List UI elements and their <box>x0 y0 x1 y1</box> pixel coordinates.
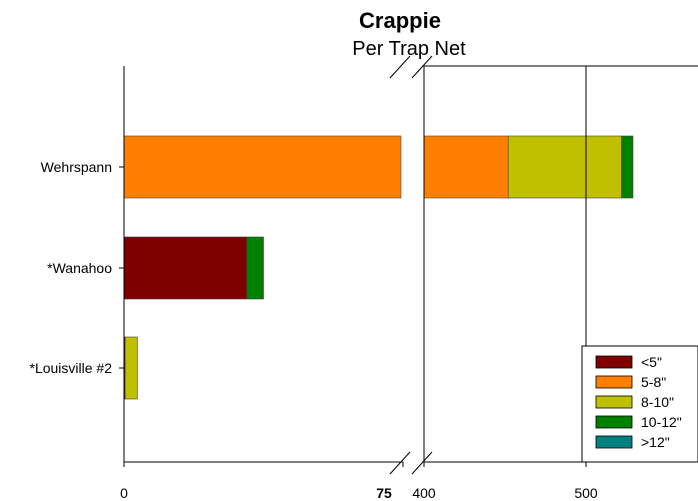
bar-segment <box>123 236 248 300</box>
chart-title: Crappie <box>359 8 441 33</box>
legend-swatch <box>595 355 633 369</box>
x-tick-label: 75 <box>376 485 392 501</box>
bar-segment <box>124 336 138 400</box>
legend-label: 8-10" <box>641 394 674 410</box>
category-label: *Louisville #2 <box>30 360 113 376</box>
category-label: Wehrspann <box>41 159 112 175</box>
bar-segment <box>123 135 402 199</box>
legend-swatch <box>595 415 633 429</box>
axis-break-mark-bottom-1 <box>389 451 411 475</box>
legend-label: >12" <box>641 434 670 450</box>
bar-segment <box>507 135 622 199</box>
legend: <5" 5-8" 8-10" 10-12" >12" <box>581 345 698 463</box>
axis-break-mark-top-2 <box>411 55 433 79</box>
legend-label: 10-12" <box>641 414 682 430</box>
plot-area <box>123 135 634 400</box>
x-tick-label: 500 <box>574 485 598 501</box>
legend-swatch <box>595 435 633 449</box>
bar-segment-after-break <box>423 135 509 199</box>
legend-swatch <box>595 375 633 389</box>
category-label: *Wanahoo <box>47 260 112 276</box>
legend-label: 5-8" <box>641 374 666 390</box>
bar-segment <box>621 135 634 199</box>
bar-segment <box>246 236 264 300</box>
legend-label: <5" <box>641 354 662 370</box>
x-tick-label: 0 <box>120 485 128 501</box>
chart-subtitle: Per Trap Net <box>352 38 466 60</box>
legend-swatch <box>595 395 633 409</box>
axes: 0 75 400 500 Wehrspann *Wanahoo *Louisville #2 <box>30 55 698 501</box>
axis-break-mark-top-1 <box>389 55 411 79</box>
x-tick-label: 400 <box>412 485 436 501</box>
axis-break-mark-bottom-2 <box>411 451 433 475</box>
